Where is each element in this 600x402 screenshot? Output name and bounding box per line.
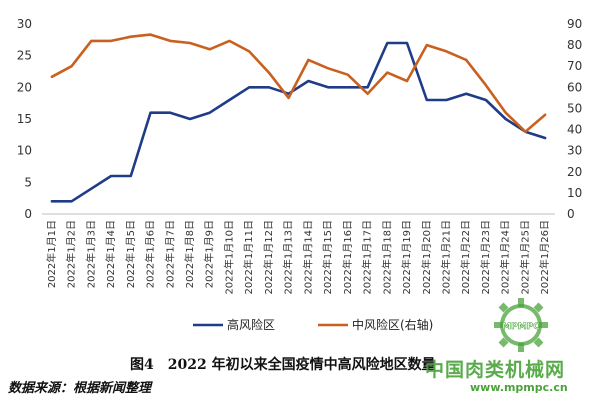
x-tick-label: 2022年1月17日 bbox=[361, 220, 374, 295]
watermark-logo-text: MPMPC bbox=[502, 322, 540, 332]
x-tick-label: 2022年1月16日 bbox=[341, 220, 354, 295]
chart-legend: 高风险区 中风险区(右轴) bbox=[193, 317, 433, 332]
x-tick-label: 2022年1月1日 bbox=[45, 220, 58, 288]
x-tick-label: 2022年1月24日 bbox=[499, 220, 512, 295]
medium-risk-series-line bbox=[50, 33, 547, 133]
x-tick-label: 2022年1月23日 bbox=[479, 220, 492, 295]
y-left-tick-label: 30 bbox=[17, 17, 32, 31]
y-right-tick-label: 30 bbox=[567, 144, 582, 158]
x-tick-label: 2022年1月19日 bbox=[400, 220, 413, 295]
x-tick-label: 2022年1月22日 bbox=[459, 220, 472, 295]
x-tick-label: 2022年1月14日 bbox=[301, 220, 314, 295]
x-tick-label: 2022年1月7日 bbox=[163, 220, 176, 288]
data-source: 数据来源：根据新闻整理 bbox=[8, 381, 152, 396]
y-right-tick-label: 0 bbox=[567, 207, 575, 221]
x-tick-label: 2022年1月2日 bbox=[65, 220, 78, 288]
series-lines bbox=[50, 33, 547, 203]
medium-risk-legend-label: 中风险区(右轴) bbox=[352, 317, 433, 332]
x-tick-label: 2022年1月20日 bbox=[420, 220, 433, 295]
right-y-axis: 0 10 20 30 40 50 60 70 80 90 bbox=[567, 17, 582, 221]
y-left-tick-label: 5 bbox=[24, 175, 32, 189]
y-right-tick-label: 50 bbox=[567, 101, 582, 115]
y-left-tick-label: 0 bbox=[24, 207, 32, 221]
left-y-axis: 0 5 10 15 20 25 30 bbox=[17, 17, 32, 221]
y-right-tick-label: 80 bbox=[567, 38, 582, 52]
y-left-tick-label: 10 bbox=[17, 144, 32, 158]
x-tick-label: 2022年1月3日 bbox=[84, 220, 97, 288]
x-tick-label: 2022年1月4日 bbox=[104, 220, 117, 288]
x-tick-label: 2022年1月25日 bbox=[518, 220, 531, 295]
x-axis: 2022年1月1日 2022年1月2日 2022年1月3日 2022年1月4日 2022… bbox=[42, 213, 555, 295]
risk-area-chart: 0 5 10 15 20 25 30 0 10 20 30 40 50 60 70 80 90 2022年1月… bbox=[17, 17, 583, 332]
watermark-gear-logo-icon: MPMPC bbox=[494, 298, 548, 352]
high-risk-legend-label: 高风险区 bbox=[227, 317, 275, 332]
y-right-tick-label: 60 bbox=[567, 80, 582, 94]
x-tick-label: 2022年1月13日 bbox=[282, 220, 295, 295]
y-right-tick-label: 40 bbox=[567, 123, 582, 137]
y-right-tick-label: 20 bbox=[567, 165, 582, 179]
x-tick-label: 2022年1月12日 bbox=[262, 220, 275, 295]
watermark-url: www.mpmpc.cn bbox=[470, 381, 568, 394]
x-tick-label: 2022年1月11日 bbox=[242, 220, 255, 295]
figure-caption: 图4 2022 年初以来全国疫情中高风险地区数量 bbox=[130, 357, 436, 373]
y-right-tick-label: 10 bbox=[567, 186, 582, 200]
x-tick-label: 2022年1月18日 bbox=[380, 220, 393, 295]
x-tick-label: 2022年1月26日 bbox=[538, 220, 551, 295]
x-tick-label: 2022年1月21日 bbox=[439, 220, 452, 295]
x-tick-label: 2022年1月5日 bbox=[124, 220, 137, 288]
y-left-tick-label: 25 bbox=[17, 49, 32, 63]
x-tick-label: 2022年1月9日 bbox=[203, 220, 216, 288]
high-risk-series-line bbox=[50, 41, 547, 203]
x-tick-label: 2022年1月15日 bbox=[321, 220, 334, 295]
x-tick-label: 2022年1月8日 bbox=[183, 220, 196, 288]
y-left-tick-label: 15 bbox=[17, 112, 32, 126]
y-right-tick-label: 90 bbox=[567, 17, 582, 31]
y-left-tick-label: 20 bbox=[17, 80, 32, 94]
x-tick-label: 2022年1月6日 bbox=[144, 220, 157, 288]
x-tick-label: 2022年1月10日 bbox=[222, 220, 235, 295]
y-right-tick-label: 70 bbox=[567, 59, 582, 73]
watermark-text: 中国肉类机械网 bbox=[425, 359, 566, 381]
